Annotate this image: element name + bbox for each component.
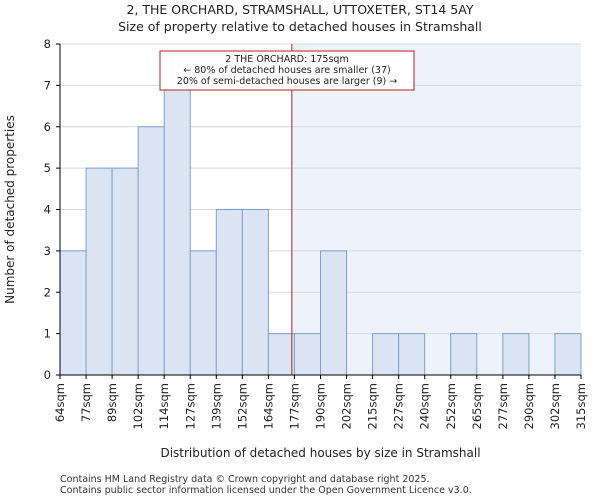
histogram-bar: [554, 333, 582, 376]
x-tick-label: 265sqm: [470, 383, 484, 429]
x-tick-label: 215sqm: [366, 383, 380, 429]
y-tick-label: 6: [44, 120, 51, 134]
x-tick-label: 164sqm: [261, 383, 275, 429]
x-tick-label: 177sqm: [287, 383, 301, 429]
histogram-bar: [502, 333, 530, 376]
x-tick-label: 89sqm: [105, 383, 119, 422]
x-tick-label: 77sqm: [79, 383, 93, 422]
annotation-line3: 20% of semi-detached houses are larger (…: [177, 76, 397, 87]
y-tick-label: 2: [44, 285, 51, 299]
chart-title-line1: 2, THE ORCHARD, STRAMSHALL, UTTOXETER, S…: [126, 2, 474, 17]
annotation-line2: ← 80% of detached houses are smaller (37…: [183, 65, 390, 76]
annotation-box: [159, 50, 415, 91]
x-tick-label: 102sqm: [131, 383, 145, 429]
footer-copyright: Contains HM Land Registry data © Crown c…: [60, 474, 430, 485]
histogram-bar: [241, 209, 269, 376]
x-tick-label: 302sqm: [548, 383, 562, 429]
histogram-bar: [215, 209, 243, 376]
y-tick-label: 0: [44, 368, 51, 382]
y-tick-label: 4: [44, 203, 51, 217]
histogram-bar: [163, 84, 191, 376]
x-tick-label: 240sqm: [418, 383, 432, 429]
x-tick-label: 139sqm: [209, 383, 223, 429]
x-tick-label: 252sqm: [444, 383, 458, 429]
x-tick-label: 152sqm: [235, 383, 249, 429]
x-tick-label: 290sqm: [522, 383, 536, 429]
y-tick-label: 8: [44, 37, 51, 51]
histogram-bar: [189, 250, 217, 376]
y-tick-label: 7: [44, 78, 51, 92]
y-tick-label: 3: [44, 244, 51, 258]
x-axis-title: Distribution of detached houses by size …: [160, 446, 480, 460]
histogram-bar: [450, 333, 478, 376]
histogram-bar: [137, 126, 165, 376]
histogram-bar: [398, 333, 426, 376]
y-tick-label: 5: [44, 161, 51, 175]
x-tick-label: 315sqm: [574, 383, 588, 429]
x-tick-label: 127sqm: [183, 383, 197, 429]
x-tick-label: 64sqm: [53, 383, 67, 422]
x-tick-label: 202sqm: [340, 383, 354, 429]
histogram-bar: [372, 333, 400, 376]
y-tick-label: 1: [44, 327, 51, 341]
histogram-bar: [267, 333, 295, 376]
histogram-bar: [320, 250, 348, 376]
histogram-bar: [59, 250, 87, 376]
histogram-bar: [293, 333, 322, 376]
x-tick-label: 190sqm: [314, 383, 328, 429]
histogram-bar: [111, 167, 139, 376]
histogram-bar: [85, 167, 113, 376]
footer-licence: Contains public sector information licen…: [60, 485, 472, 496]
y-axis-title: Number of detached properties: [3, 115, 17, 304]
annotation-line1: 2 THE ORCHARD: 175sqm: [225, 54, 348, 65]
x-tick-label: 277sqm: [496, 383, 510, 429]
x-tick-label: 227sqm: [392, 383, 406, 429]
chart-title-line2: Size of property relative to detached ho…: [118, 19, 482, 34]
x-tick-label: 114sqm: [157, 383, 171, 429]
